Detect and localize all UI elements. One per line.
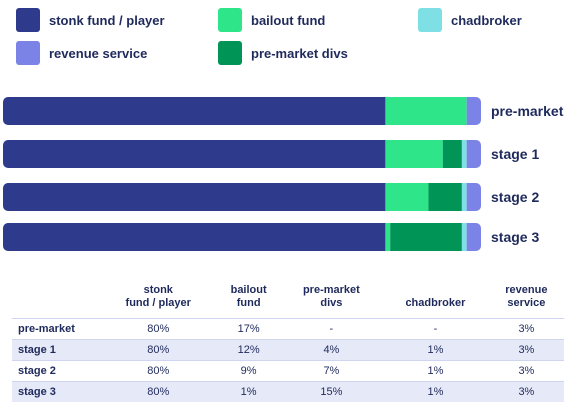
table-row-label: pre-market xyxy=(18,323,75,335)
table-row: stage 2 80% 9% 7% 1% 3% xyxy=(12,360,564,382)
table-header: pre-market divs xyxy=(302,284,360,309)
legend-label: pre-market divs xyxy=(251,45,348,61)
table-cell: 3% xyxy=(518,323,535,335)
bar-segment-stonk-fund-player xyxy=(3,140,386,168)
table-cell: 3% xyxy=(518,386,535,398)
legend-item-stonk-fund: stonk fund / player xyxy=(16,8,165,32)
bar-segment-pre-market-divs xyxy=(442,140,462,168)
bar-pre-market xyxy=(3,97,481,125)
table-cell: 12% xyxy=(237,344,260,356)
table-row: stage 1 80% 12% 4% 1% 3% xyxy=(12,339,564,361)
category-label: stage 2 xyxy=(491,189,539,205)
bar-segment-revenue-service xyxy=(466,140,481,168)
table-header-corner xyxy=(12,284,100,319)
legend-item-chadbroker: chadbroker xyxy=(418,8,522,32)
data-table: stonk fund / player bailout fund pre-marke… xyxy=(12,284,564,402)
bar-segment-pre-market-divs xyxy=(428,183,462,211)
table-cell: 15% xyxy=(320,386,343,398)
bar-stage-1 xyxy=(3,140,481,168)
table-cell: 80% xyxy=(147,323,170,335)
bar-segment-stonk-fund-player xyxy=(3,97,386,125)
bar-segment-stonk-fund-player xyxy=(3,183,386,211)
table-cell: 1% xyxy=(240,386,257,398)
table-row-label: stage 2 xyxy=(18,365,56,377)
legend-label: bailout fund xyxy=(251,12,326,28)
legend-swatch xyxy=(16,41,40,65)
table-row: pre-market 80% 17% - - 3% xyxy=(12,318,564,340)
legend-label: stonk fund / player xyxy=(49,12,165,28)
category-label: stage 1 xyxy=(491,146,539,162)
legend-item-revenue-service: revenue service xyxy=(16,41,147,65)
legend-swatch xyxy=(218,8,242,32)
bar-segment-pre-market-divs xyxy=(390,223,462,251)
table-header: revenue service xyxy=(505,284,548,309)
table-cell: 80% xyxy=(147,344,170,356)
bar-segment-stonk-fund-player xyxy=(3,223,386,251)
table-row: stage 3 80% 1% 15% 1% 3% xyxy=(12,381,564,402)
bar-segment-bailout-fund xyxy=(385,140,443,168)
table-cell: 1% xyxy=(427,344,444,356)
bar-stage-3 xyxy=(3,223,481,251)
legend-swatch xyxy=(418,8,442,32)
bar-segment-bailout-fund xyxy=(385,223,391,251)
table-header-row: stonk fund / player bailout fund pre-marke… xyxy=(12,284,564,319)
legend-swatch xyxy=(218,41,242,65)
table-cell: 80% xyxy=(147,386,170,398)
bar-segment-chadbroker xyxy=(461,140,467,168)
table-header: stonk fund / player xyxy=(125,284,191,309)
bar-segment-revenue-service xyxy=(466,223,481,251)
legend-label: revenue service xyxy=(49,45,148,61)
table-cell: 17% xyxy=(237,323,260,335)
legend-item-bailout-fund: bailout fund xyxy=(218,8,325,32)
table-cell: 3% xyxy=(518,365,535,377)
bar-segment-revenue-service xyxy=(466,97,481,125)
bar-segment-bailout-fund xyxy=(385,183,429,211)
legend-item-pre-market-divs: pre-market divs xyxy=(218,41,348,65)
bar-segment-chadbroker xyxy=(461,183,467,211)
category-label: stage 3 xyxy=(491,229,539,245)
category-label: pre-market xyxy=(491,103,564,119)
bar-stage-2 xyxy=(3,183,481,211)
table-cell: - xyxy=(329,323,334,335)
bar-segment-chadbroker xyxy=(461,223,467,251)
table-cell: 1% xyxy=(427,386,444,398)
legend-label: chadbroker xyxy=(451,12,522,28)
table-cell: 1% xyxy=(427,365,444,377)
legend-swatch xyxy=(16,8,40,32)
table-cell: 7% xyxy=(323,365,340,377)
table-row-label: stage 3 xyxy=(18,386,56,398)
table-row-label: stage 1 xyxy=(18,344,56,356)
table-header: bailout fund xyxy=(230,284,267,309)
table-cell: 9% xyxy=(240,365,257,377)
bar-segment-revenue-service xyxy=(466,183,481,211)
stacked-bar-chart: pre-market stage 1 stage 2 stage 3 xyxy=(3,97,564,251)
table-cell: 4% xyxy=(323,344,340,356)
table-header: chadbroker xyxy=(405,297,466,309)
table-cell: 3% xyxy=(518,344,535,356)
chart-legend: stonk fund / player bailout fund chadbro… xyxy=(0,0,570,80)
bar-segment-bailout-fund xyxy=(385,97,467,125)
table-cell: 80% xyxy=(147,365,170,377)
table-cell: - xyxy=(433,323,438,335)
